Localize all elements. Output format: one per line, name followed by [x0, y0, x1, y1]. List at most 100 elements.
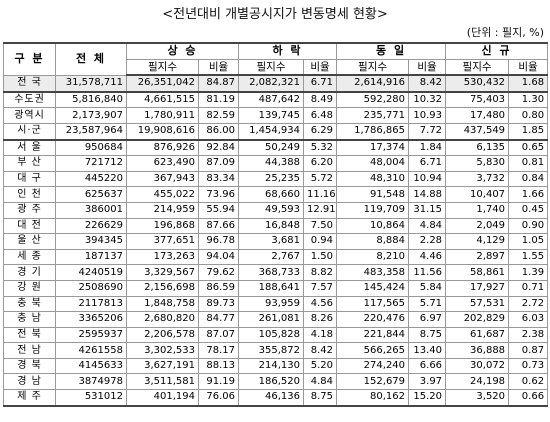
- table-cell: 3,627,191: [126, 357, 199, 375]
- table-row: 세 종 187137 173,263 94.04 2,767 1.50 8,210 4.46 2…: [3, 248, 549, 266]
- table-cell: 0.80: [508, 107, 549, 124]
- table-cell: 10,864: [336, 217, 410, 235]
- table-cell: 214,959: [126, 201, 199, 219]
- row-label: 인 천: [3, 186, 56, 203]
- table-cell: 368,733: [238, 264, 305, 281]
- subheader-cell: 비율: [408, 58, 447, 77]
- row-label: 수도권: [3, 91, 56, 109]
- subheader-cell: 비율: [197, 58, 240, 77]
- table-cell: 437,549: [445, 122, 510, 141]
- row-label: 광 주: [3, 201, 56, 219]
- table-cell: 3365206: [55, 311, 127, 328]
- header-cell: 전 체: [55, 42, 127, 76]
- table-cell: 220,476: [336, 311, 410, 328]
- table-row: 인 천 625637 455,022 73.96 68,660 11.16 91,548 14…: [3, 186, 549, 203]
- table-row: 광역시 2,173,907 1,780,911 82.59 139,745 6.48 235…: [3, 107, 549, 124]
- table-row: 경 남 3874978 3,511,581 91.19 186,520 4.84 152,6…: [3, 373, 549, 391]
- table-cell: 7.72: [408, 122, 447, 141]
- table-cell: 91,548: [336, 186, 410, 203]
- table-cell: 5,816,840: [55, 91, 127, 109]
- table-cell: 48,310: [336, 170, 410, 188]
- table-cell: 6.66: [408, 357, 447, 375]
- table-cell: 173,263: [126, 248, 199, 266]
- table-cell: 73.96: [197, 186, 240, 203]
- table-cell: 2,156,698: [126, 279, 199, 297]
- table-row: 전 북 2595937 2,206,578 87.07 105,828 4.18 221,8…: [3, 326, 549, 344]
- table-cell: 8.42: [408, 74, 447, 93]
- table-cell: 0.66: [508, 389, 549, 407]
- table-cell: 84.87: [197, 74, 240, 93]
- table-cell: 0.62: [508, 373, 549, 391]
- header-cell: 하 락: [238, 42, 338, 60]
- row-label: 경 북: [3, 357, 56, 375]
- table-cell: 31.15: [408, 201, 447, 219]
- table-cell: 86.00: [197, 122, 240, 141]
- table-cell: 445220: [55, 170, 127, 188]
- row-label: 전 남: [3, 342, 56, 359]
- subheader-cell: 필지수: [336, 58, 410, 77]
- table-cell: 19,908,616: [126, 122, 199, 141]
- table-cell: 394345: [55, 233, 127, 250]
- table-cell: 0.73: [508, 357, 549, 375]
- table-cell: 58,861: [445, 264, 510, 281]
- table-row: 전 국 31,578,711 26,351,042 84.87 2,082,321 6.7…: [3, 74, 549, 93]
- table-cell: 93,959: [238, 295, 305, 313]
- table-cell: 24,198: [445, 373, 510, 391]
- table-cell: 2.38: [508, 326, 549, 344]
- table-cell: 4261558: [55, 342, 127, 359]
- table-cell: 3,511,581: [126, 373, 199, 391]
- table-cell: 6.71: [303, 74, 338, 93]
- table-cell: 83.34: [197, 170, 240, 188]
- table-cell: 1.55: [508, 248, 549, 266]
- table-cell: 0.81: [508, 155, 549, 172]
- table-cell: 0.84: [508, 170, 549, 188]
- table-cell: 566,265: [336, 342, 410, 359]
- table-cell: 14.88: [408, 186, 447, 203]
- table-cell: 94.04: [197, 248, 240, 266]
- table-cell: 4240519: [55, 264, 127, 281]
- table-cell: 61,687: [445, 326, 510, 344]
- row-label: 시·군: [3, 122, 56, 141]
- subheader-row: 필지수 비율 필지수 비율 필지수 비율 필지수 비율: [4, 58, 549, 77]
- table-cell: 623,490: [126, 155, 199, 172]
- table-cell: 8.42: [303, 342, 338, 359]
- table-cell: 367,943: [126, 170, 199, 188]
- table-cell: 3874978: [55, 373, 127, 391]
- table-cell: 139,745: [238, 107, 305, 124]
- unit-note: (단위 : 필지, %): [466, 26, 544, 39]
- table-cell: 48,004: [336, 155, 410, 172]
- table-row: 광 주 386001 214,959 55.94 49,593 12.91 119,709 3…: [3, 201, 549, 219]
- header-cell: 상 승: [125, 42, 240, 60]
- subheader-cell: 필지수: [126, 58, 199, 77]
- table-cell: 5.84: [408, 279, 447, 297]
- row-label: 세 종: [3, 248, 56, 266]
- table-cell: 6.71: [408, 155, 447, 172]
- table-cell: 5,830: [445, 155, 510, 172]
- row-label: 대 전: [3, 217, 56, 235]
- table-cell: 4,129: [445, 233, 510, 250]
- table-cell: 13.40: [408, 342, 447, 359]
- table-cell: 355,872: [238, 342, 305, 359]
- table-cell: 8.49: [303, 91, 338, 109]
- table-cell: 5.71: [408, 295, 447, 313]
- table-cell: 2,173,907: [55, 107, 127, 124]
- table-cell: 105,828: [238, 326, 305, 344]
- table-cell: 386001: [55, 201, 127, 219]
- table-cell: 2,082,321: [238, 74, 305, 93]
- table-row: 수도권 5,816,840 4,661,515 81.19 487,642 8.49 592…: [3, 91, 549, 109]
- table-cell: 25,235: [238, 170, 305, 188]
- table-cell: 91.19: [197, 373, 240, 391]
- table-cell: 8.75: [303, 389, 338, 407]
- row-label: 충 북: [3, 295, 56, 313]
- subheader-cell: 필지수: [238, 58, 305, 77]
- table-cell: 226629: [55, 217, 127, 235]
- table-cell: 1,780,911: [126, 107, 199, 124]
- table-cell: 8.26: [303, 311, 338, 328]
- table-cell: 10.94: [408, 170, 447, 188]
- table-cell: 87.09: [197, 155, 240, 172]
- row-label: 전 국: [3, 74, 56, 93]
- table-cell: 10.93: [408, 107, 447, 124]
- table-cell: 1.84: [408, 139, 447, 157]
- row-label: 경 남: [3, 373, 56, 391]
- table-cell: 214,130: [238, 357, 305, 375]
